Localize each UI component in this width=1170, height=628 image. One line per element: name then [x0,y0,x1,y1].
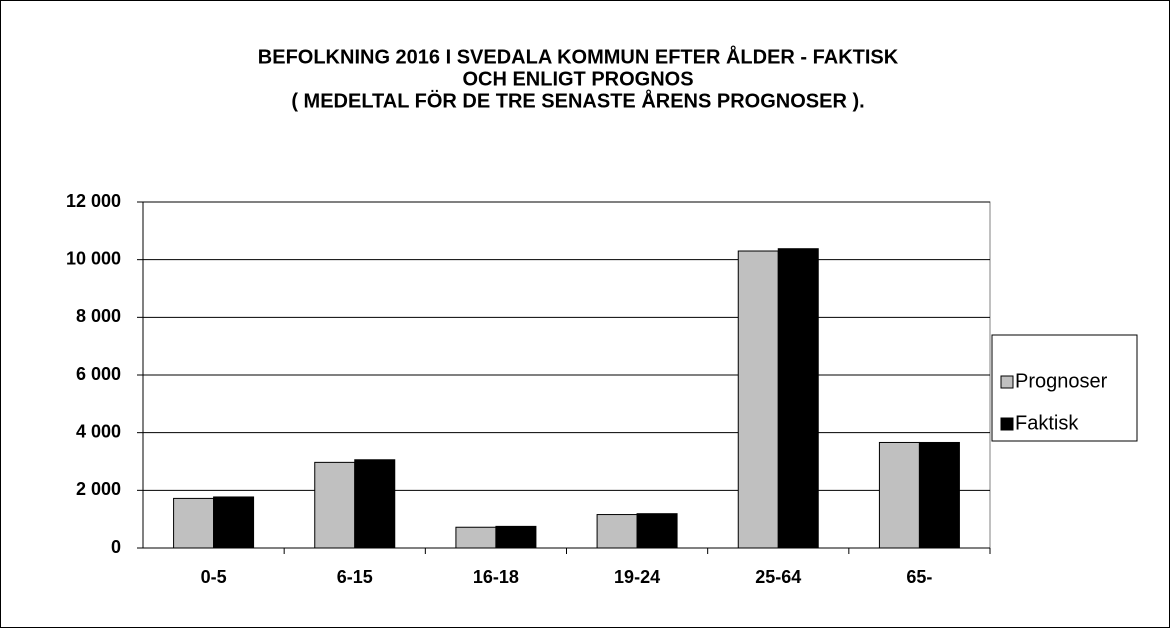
bar [918,441,960,549]
y-tick-label: 0 [111,537,121,557]
bar [455,526,497,549]
bar [636,513,678,549]
bar [495,525,537,549]
legend-swatch [1000,417,1014,431]
bar [737,250,779,549]
bar [878,441,920,549]
bar [777,248,819,549]
bar [314,461,356,549]
chart-title: OCH ENLIGT PROGNOS [462,68,693,90]
x-tick-label: 65- [906,567,932,587]
legend-label: Faktisk [1015,412,1079,434]
bar [213,496,255,549]
bar [596,514,638,549]
bar [354,459,396,549]
chart-title: BEFOLKNING 2016 I SVEDALA KOMMUN EFTER Å… [258,44,899,68]
legend-label: Prognoser [1015,370,1108,392]
x-tick-label: 25-64 [755,567,801,587]
x-tick-label: 6-15 [337,567,373,587]
x-tick-label: 16-18 [473,567,519,587]
y-tick-label: 4 000 [76,421,121,441]
legend-swatch [1000,375,1014,389]
x-tick-label: 0-5 [201,567,227,587]
bar [173,497,215,549]
y-tick-label: 12 000 [66,191,121,211]
chart-title: ( MEDELTAL FÖR DE TRE SENASTE ÅRENS PROG… [291,88,864,112]
y-tick-label: 8 000 [76,306,121,326]
y-tick-label: 2 000 [76,479,121,499]
y-tick-label: 10 000 [66,248,121,268]
legend-box [991,334,1138,442]
x-tick-label: 19-24 [614,567,660,587]
y-tick-label: 6 000 [76,364,121,384]
